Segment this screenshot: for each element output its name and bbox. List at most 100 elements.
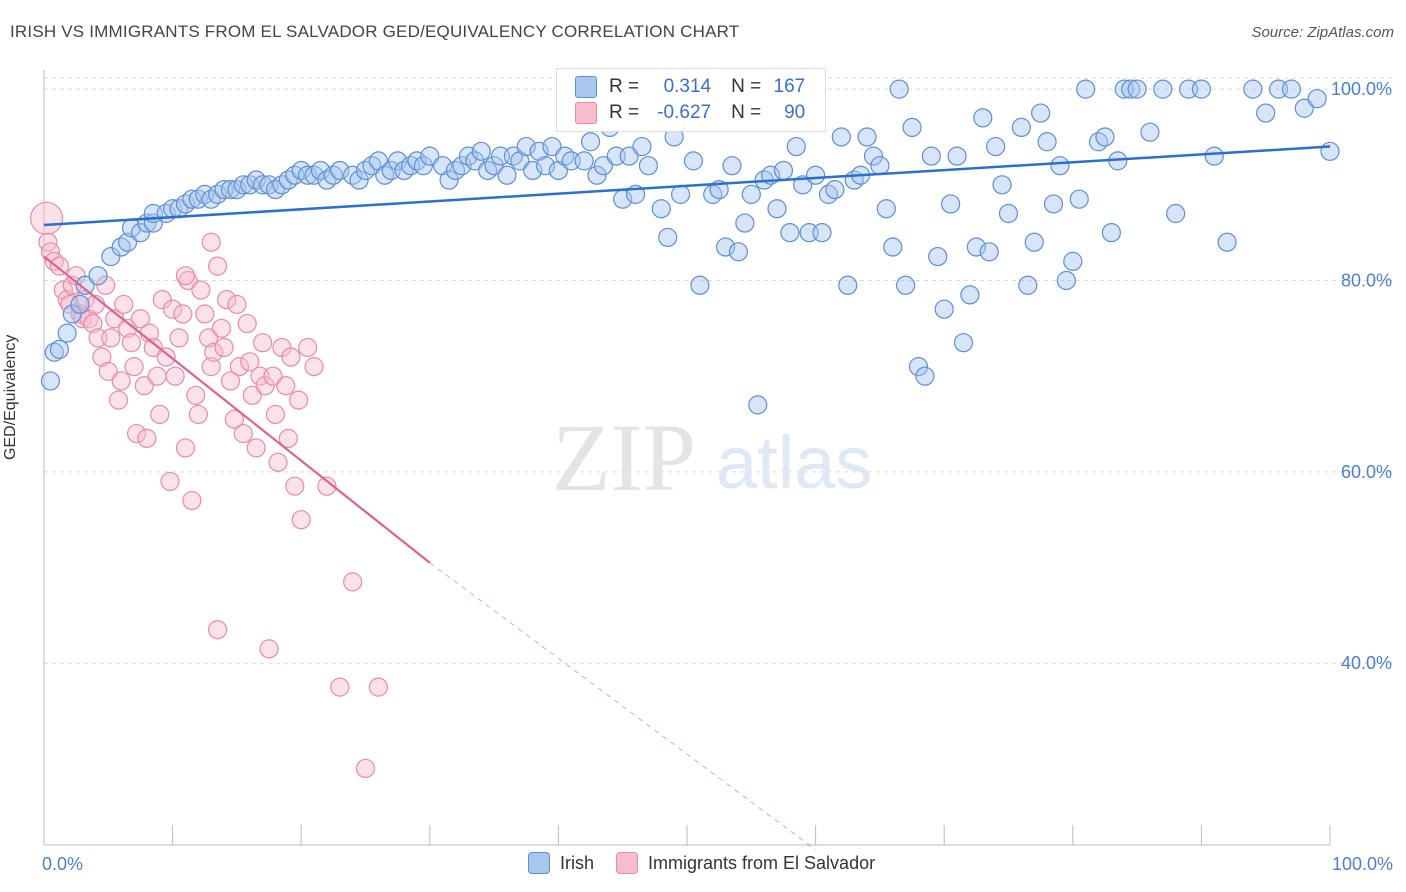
irish-point bbox=[233, 175, 253, 195]
irish-point bbox=[368, 151, 388, 171]
salvador-point bbox=[368, 677, 388, 697]
salvador-point bbox=[111, 371, 131, 391]
irish-point bbox=[1069, 189, 1089, 209]
salvador-point bbox=[156, 347, 176, 367]
salvador-point bbox=[121, 333, 142, 353]
irish-point bbox=[62, 304, 82, 324]
irish-point bbox=[889, 79, 909, 99]
series-legend: Irish Immigrants from El Salvador bbox=[528, 852, 897, 874]
salvador-point bbox=[191, 280, 211, 300]
y-tick-label: 100.0% bbox=[1331, 79, 1392, 99]
irish-point bbox=[44, 342, 64, 362]
irish-point bbox=[452, 156, 472, 176]
irish-point bbox=[857, 127, 877, 147]
irish-point bbox=[1095, 127, 1115, 147]
irish-point bbox=[619, 146, 639, 166]
irish-point bbox=[928, 246, 948, 267]
salvador-point bbox=[281, 347, 301, 367]
irish-point bbox=[986, 136, 1006, 157]
irish-point bbox=[748, 395, 768, 415]
irish-point bbox=[1043, 194, 1064, 214]
irish-point bbox=[587, 165, 607, 185]
watermark: ZIP atlas bbox=[552, 404, 872, 511]
irish-point bbox=[838, 275, 858, 295]
salvador-point bbox=[147, 366, 167, 386]
irish-point bbox=[101, 246, 121, 267]
irish-point bbox=[1153, 79, 1173, 99]
salvador-point bbox=[298, 337, 318, 358]
irish-point bbox=[516, 136, 536, 157]
irish-point bbox=[117, 232, 138, 252]
salvador-point bbox=[188, 404, 208, 425]
salvador-point bbox=[124, 357, 144, 377]
irish-point bbox=[49, 339, 70, 359]
irish-point bbox=[220, 179, 241, 200]
stats-legend: R = 0.314 N = 167 R = -0.627 N = 90 bbox=[556, 68, 826, 132]
salvador-point bbox=[240, 352, 260, 372]
irish-point bbox=[465, 151, 485, 171]
irish-point bbox=[388, 151, 408, 171]
irish-point bbox=[433, 156, 453, 176]
salvador-point bbox=[229, 357, 250, 377]
salvador-point bbox=[108, 390, 129, 410]
irish-point bbox=[57, 323, 77, 343]
salvador-point bbox=[152, 290, 172, 310]
irish-point bbox=[658, 227, 678, 248]
salvador-point bbox=[163, 299, 183, 319]
salvador-point bbox=[278, 428, 298, 448]
salvador-point bbox=[291, 510, 311, 530]
irish-n-value: 167 bbox=[773, 76, 806, 97]
salvador-point bbox=[253, 333, 273, 353]
irish-point bbox=[883, 237, 903, 257]
n-label: N = bbox=[731, 76, 762, 97]
salvador-point bbox=[211, 318, 232, 338]
irish-point bbox=[1063, 251, 1083, 271]
salvador-point bbox=[208, 620, 228, 640]
salvador-trend-line bbox=[43, 255, 431, 564]
legend-row-salvador: R = -0.627 N = 90 bbox=[575, 101, 805, 125]
salvador-point bbox=[285, 476, 305, 496]
salvador-point bbox=[126, 423, 147, 444]
salvador-point bbox=[182, 490, 202, 511]
irish-point bbox=[728, 242, 749, 262]
irish-point bbox=[908, 357, 929, 377]
irish-point bbox=[349, 170, 369, 190]
irish-point bbox=[683, 151, 704, 171]
irish-point bbox=[690, 275, 710, 295]
salvador-point bbox=[204, 342, 224, 362]
irish-point bbox=[1121, 79, 1141, 99]
salvador-point bbox=[117, 318, 138, 338]
salvador-point bbox=[143, 337, 163, 358]
irish-point bbox=[812, 223, 832, 243]
salvador-point bbox=[195, 304, 215, 324]
irish-point bbox=[548, 160, 569, 181]
irish-point bbox=[510, 151, 530, 171]
irish-point bbox=[876, 199, 896, 219]
irish-point bbox=[966, 237, 986, 257]
irish-point bbox=[973, 108, 993, 128]
irish-point bbox=[863, 146, 884, 166]
salvador-point bbox=[53, 280, 73, 300]
irish-point bbox=[471, 141, 491, 161]
irish-point bbox=[805, 165, 826, 185]
irish-point bbox=[1037, 132, 1057, 152]
irish-point bbox=[979, 242, 999, 262]
salvador-point bbox=[175, 266, 196, 286]
irish-point bbox=[1101, 223, 1121, 243]
irish-point bbox=[722, 156, 742, 176]
legend-item-salvador: Immigrants from El Salvador bbox=[616, 852, 875, 874]
salvador-points bbox=[29, 201, 388, 779]
n-label: N = bbox=[731, 102, 762, 123]
legend-label-irish: Irish bbox=[560, 852, 595, 873]
salvador-point bbox=[246, 438, 266, 458]
salvador-point bbox=[186, 385, 206, 405]
y-tick-label: 40.0% bbox=[1341, 653, 1392, 673]
source-credit: Source: ZipAtlas.com bbox=[1251, 24, 1394, 41]
irish-point bbox=[992, 175, 1012, 195]
irish-point bbox=[632, 136, 652, 157]
irish-point bbox=[921, 146, 941, 166]
watermark-zip: ZIP bbox=[552, 404, 696, 511]
salvador-point bbox=[217, 290, 237, 310]
watermark-atlas: atlas bbox=[716, 421, 872, 504]
salvador-point bbox=[201, 232, 221, 252]
